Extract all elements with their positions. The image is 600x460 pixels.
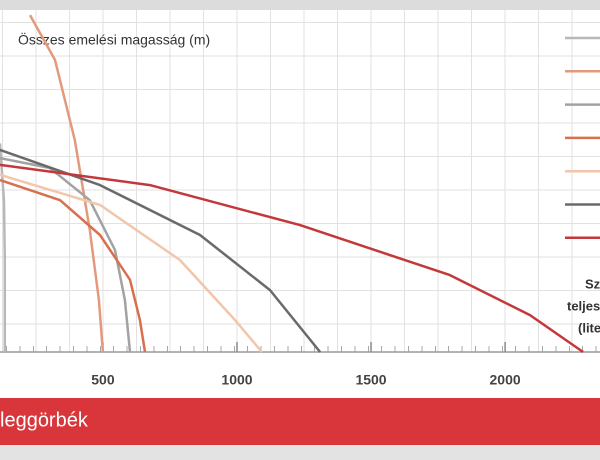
series-line <box>0 148 322 353</box>
x-tick-label: 2000 <box>490 372 521 388</box>
series-line <box>0 173 263 353</box>
x-tick-label: 1000 <box>221 372 252 388</box>
x-tick-label: 500 <box>91 372 115 388</box>
x-axis-label: (lite <box>578 320 600 335</box>
banner-text: leggörbék <box>0 409 89 431</box>
x-tick-label: 1500 <box>355 372 386 388</box>
x-axis-label: Sz <box>585 276 600 291</box>
banner <box>0 398 600 445</box>
series-line <box>0 178 147 353</box>
x-axis-label: teljes <box>567 298 600 313</box>
top-band <box>0 0 600 10</box>
minor-ticks <box>0 346 600 352</box>
grid <box>0 10 600 352</box>
y-axis-label: Összes emelési magasság (m) <box>18 31 210 48</box>
series-line <box>0 163 584 354</box>
series-line <box>0 143 7 352</box>
bottom-band <box>0 445 600 460</box>
series-line <box>0 156 132 353</box>
series-line <box>28 14 105 353</box>
